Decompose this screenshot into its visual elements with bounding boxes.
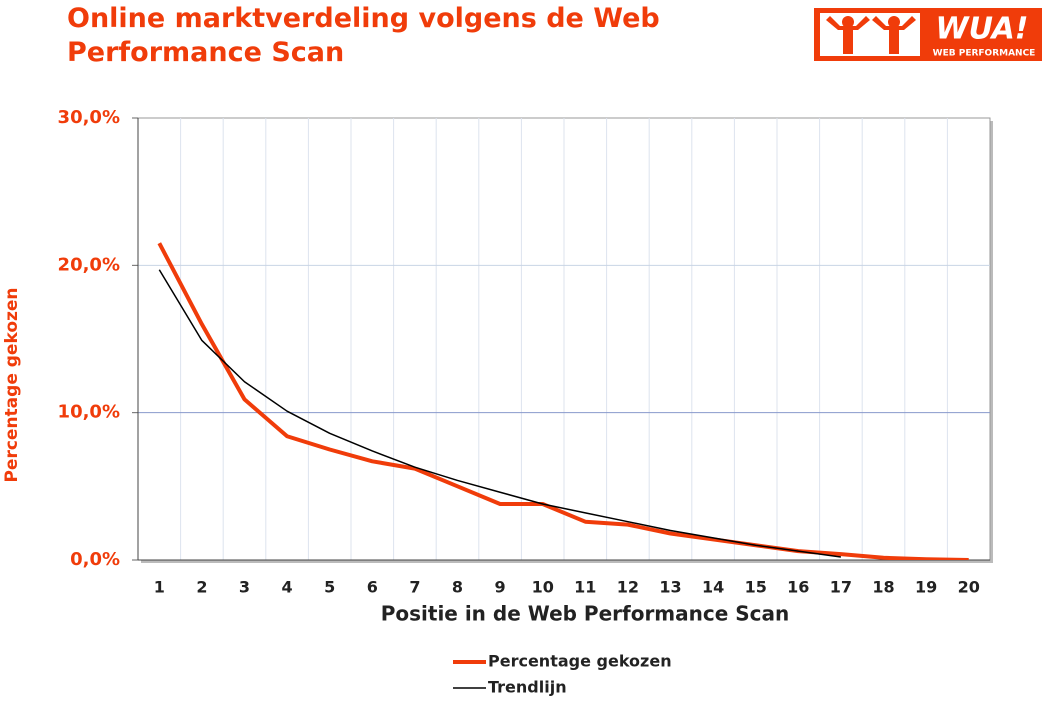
x-tick-label: 18	[872, 578, 894, 597]
x-tick-label: 13	[659, 578, 681, 597]
y-axis-label: Percentage gekozen	[2, 287, 22, 482]
logo-text: WUA!	[935, 12, 1028, 47]
legend-label: Percentage gekozen	[488, 652, 672, 671]
x-tick-label: 5	[324, 578, 335, 597]
x-tick-label: 2	[196, 578, 207, 597]
x-tick-label: 10	[532, 578, 554, 597]
x-tick-label: 15	[745, 578, 767, 597]
x-tick-label: 19	[915, 578, 937, 597]
logo: WUA! WEB PERFORMANCE	[814, 8, 1042, 61]
x-tick-label: 17	[830, 578, 852, 597]
x-tick-label: 1	[154, 578, 165, 597]
x-tick-label: 3	[239, 578, 250, 597]
y-tick-label: 0,0%	[70, 549, 120, 570]
x-tick-label: 16	[787, 578, 809, 597]
logo-panel	[820, 13, 920, 56]
x-tick-label: 8	[452, 578, 463, 597]
x-tick-label: 9	[495, 578, 506, 597]
x-axis-label: Positie in de Web Performance Scan	[381, 602, 790, 626]
logo-figures	[826, 16, 916, 54]
y-tick-label: 20,0%	[58, 254, 120, 275]
chart-title: Online marktverdeling volgens de Web Per…	[67, 3, 660, 68]
x-tick-label: 6	[367, 578, 378, 597]
legend-label: Trendlijn	[488, 678, 567, 697]
x-tick-label: 7	[409, 578, 420, 597]
x-tick-label: 14	[702, 578, 724, 597]
x-tick-label: 12	[617, 578, 639, 597]
logo-subtext: WEB PERFORMANCE	[933, 49, 1036, 59]
series-line	[158, 269, 842, 558]
y-tick-label: 30,0%	[58, 107, 120, 128]
y-tick-label: 10,0%	[58, 402, 120, 423]
x-tick-label: 20	[958, 578, 980, 597]
x-tick-label: 11	[574, 578, 596, 597]
series-line	[157, 242, 969, 560]
x-tick-label: 4	[282, 578, 293, 597]
